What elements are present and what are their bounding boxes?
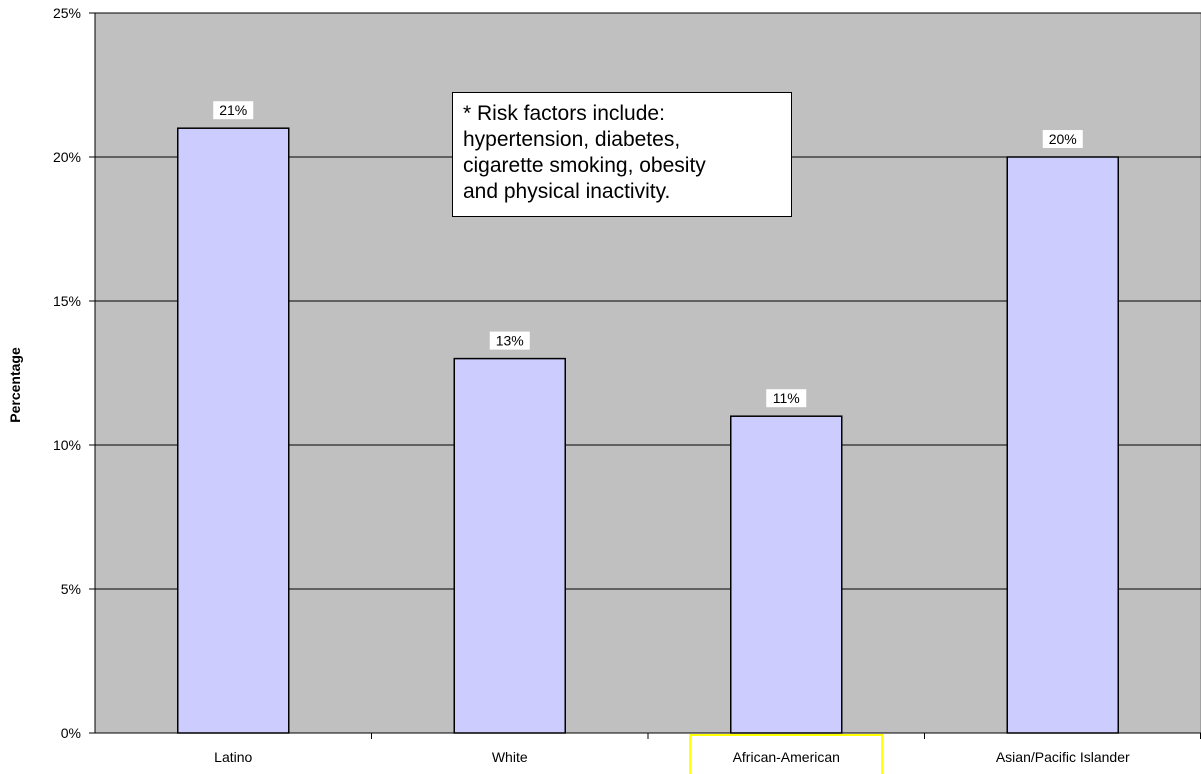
x-category-label: African-American xyxy=(733,749,840,765)
y-tick-label: 20% xyxy=(53,149,81,165)
x-category-label: Latino xyxy=(214,749,252,765)
data-label-bg xyxy=(766,389,807,408)
data-label-bg xyxy=(1042,130,1083,148)
note-line-3: cigarette smoking, obesity xyxy=(463,154,706,177)
note-line-4: and physical inactivity. xyxy=(463,180,671,203)
y-tick-label: 15% xyxy=(53,293,81,309)
data-label-bg xyxy=(489,331,530,350)
x-axis: Latino White African-American Asian/Pacific… xyxy=(95,732,1201,774)
y-tick-label: 5% xyxy=(61,581,81,597)
y-axis-label: Percentage xyxy=(7,347,23,423)
y-tick-label: 0% xyxy=(61,725,81,741)
bar-0 xyxy=(177,127,290,734)
x-category-label: White xyxy=(492,749,528,765)
y-tick-label: 25% xyxy=(53,5,81,21)
y-tick-label: 10% xyxy=(53,437,81,453)
data-label-bg xyxy=(213,101,254,120)
note-line-2: hypertension, diabetes, xyxy=(463,128,681,151)
bar-1 xyxy=(453,357,566,734)
data-label: 21% xyxy=(219,102,247,118)
bar-2 xyxy=(730,415,843,734)
note-line-1: * Risk factors include: xyxy=(463,102,665,125)
x-category-label: Asian/Pacific Islander xyxy=(996,749,1130,765)
highlight-box xyxy=(689,734,884,774)
data-label: 20% xyxy=(1049,131,1077,147)
bars: 21% 13% 11% 20% xyxy=(177,101,1119,734)
bar-3 xyxy=(1006,156,1119,734)
risk-factors-note: * Risk factors include: hypertension, di… xyxy=(452,92,792,217)
data-label: 13% xyxy=(496,333,524,349)
data-label: 11% xyxy=(773,390,800,406)
y-axis-ticks: 0% 5% 10% 15% 20% 25% xyxy=(53,5,96,741)
